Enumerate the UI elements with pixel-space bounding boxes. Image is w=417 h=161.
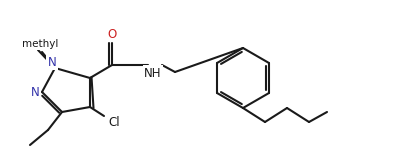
Text: Cl: Cl <box>108 115 120 128</box>
Text: O: O <box>107 28 117 41</box>
Text: methyl: methyl <box>22 39 58 49</box>
Text: NH: NH <box>144 66 162 80</box>
Text: N: N <box>48 56 56 68</box>
Text: N: N <box>30 85 39 99</box>
Text: methyl: methyl <box>43 41 48 42</box>
